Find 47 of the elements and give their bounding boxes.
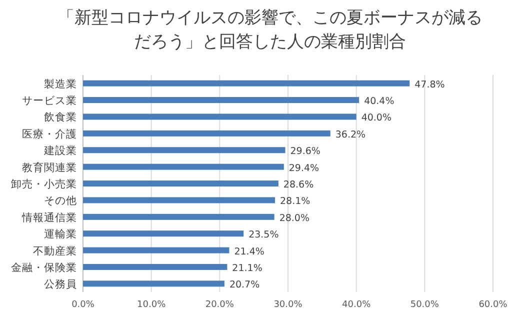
data-label: 21.4%	[234, 246, 264, 258]
y-tick-label: 運輸業	[44, 228, 77, 241]
bar	[83, 164, 284, 170]
bar	[83, 80, 410, 86]
data-label: 20.7%	[229, 280, 260, 291]
x-tick-label: 40.0%	[342, 300, 372, 310]
bar	[83, 280, 224, 287]
data-label: 40.4%	[364, 96, 394, 108]
y-tick-label: 飲食業	[44, 112, 77, 124]
x-tick-label: 60.0%	[478, 300, 508, 310]
chart-title: 「新型コロナウイルスの影響で、この夏ボーナスが減るだろう」と回答した人の業種別割合	[56, 7, 484, 54]
bar	[83, 114, 356, 120]
y-tick-label: 教育関連業	[22, 160, 77, 174]
data-label: 28.1%	[280, 196, 310, 208]
y-tick-label: 金融・保険業	[11, 262, 77, 274]
bar	[83, 197, 276, 204]
data-label: 47.8%	[414, 79, 445, 90]
data-label: 28.6%	[283, 180, 314, 190]
y-tick-label: 不動産業	[33, 244, 77, 258]
y-tick-label: 製造業	[44, 77, 77, 90]
bar	[83, 147, 286, 154]
bar	[83, 230, 244, 237]
y-tick-label: 医療・介護	[22, 127, 77, 140]
data-label: 21.1%	[232, 262, 262, 274]
x-tick-label: 30.0%	[274, 300, 303, 310]
data-label: 40.0%	[361, 112, 392, 124]
bar	[83, 180, 278, 187]
bar	[83, 97, 360, 104]
bar	[83, 130, 330, 136]
data-label: 23.5%	[248, 230, 279, 241]
data-label: 29.4%	[288, 162, 320, 174]
bar	[83, 264, 228, 270]
y-tick-label: 情報通信業	[21, 210, 77, 224]
data-label: 36.2%	[335, 129, 366, 140]
data-label: 28.0%	[279, 212, 310, 224]
bar	[83, 214, 274, 220]
bar	[83, 247, 230, 254]
x-tick-label: 50.0%	[410, 300, 440, 310]
y-tick-label: サービス業	[22, 95, 77, 108]
x-tick-label: 20.0%	[205, 300, 234, 310]
x-tick-label: 10.0%	[137, 300, 166, 310]
data-label: 29.6%	[290, 146, 320, 158]
y-tick-label: 卸売・小売業	[11, 178, 77, 190]
y-tick-label: 公務員	[44, 278, 77, 291]
x-tick-label: 0.0%	[72, 300, 95, 310]
y-tick-label: その他	[44, 195, 77, 208]
y-tick-label: 建設業	[43, 144, 77, 158]
